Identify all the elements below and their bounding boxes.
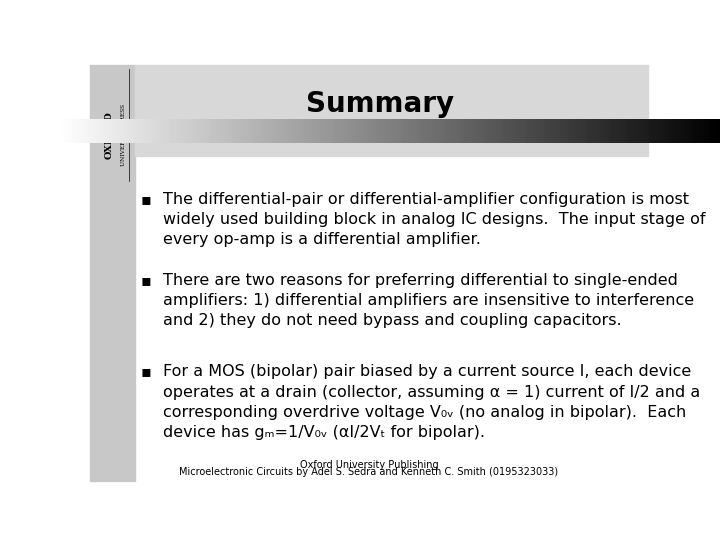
Text: For a MOS (bipolar) pair biased by a current source I, each device
operates at a: For a MOS (bipolar) pair biased by a cur… <box>163 364 700 441</box>
Text: Oxford University Publishing: Oxford University Publishing <box>300 460 438 470</box>
Text: OXFORD: OXFORD <box>104 112 113 159</box>
Text: UNIVERSITY PRESS: UNIVERSITY PRESS <box>121 104 126 166</box>
Text: Microelectronic Circuits by Adel S. Sedra and Kenneth C. Smith (0195323033): Microelectronic Circuits by Adel S. Sedr… <box>179 467 559 477</box>
Text: ▪: ▪ <box>140 364 151 379</box>
Text: Summary: Summary <box>306 90 454 118</box>
Bar <box>135 65 648 156</box>
Text: ▪: ▪ <box>140 273 151 288</box>
Bar <box>90 65 135 481</box>
Text: ▪: ▪ <box>140 192 151 207</box>
Text: There are two reasons for preferring differential to single-ended
amplifiers: 1): There are two reasons for preferring dif… <box>163 273 693 328</box>
Text: The differential-pair or differential-amplifier configuration is most
widely use: The differential-pair or differential-am… <box>163 192 705 247</box>
